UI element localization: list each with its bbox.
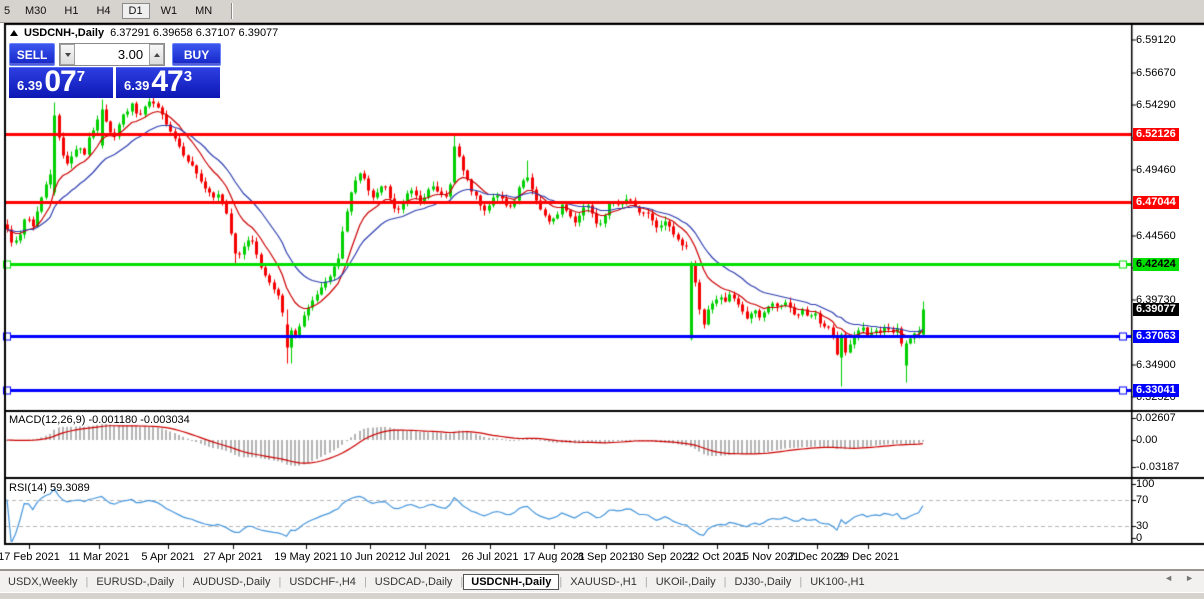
price-axis-label: 6.59120 [1136, 34, 1176, 46]
tab-separator: | [723, 575, 727, 588]
buy-price-display[interactable]: 6.39 47 3 [116, 67, 220, 98]
chart-tab-uk100-h1[interactable]: UK100-,H1 [810, 575, 865, 588]
rsi-indicator-label: RSI(14) 59.3089 [9, 482, 90, 494]
sell-price-pipette: 7 [76, 68, 86, 85]
date-axis-label: 27 Apr 2021 [203, 551, 263, 563]
price-axis-label: 6.34900 [1136, 359, 1176, 371]
date-axis-label: 22 Oct 2021 [687, 551, 747, 563]
timeframe-button-w1[interactable]: W1 [160, 5, 178, 17]
chart-tab-bar: USDX,Weekly | EURUSD-,Daily | AUDUSD-,Daily |… [0, 571, 1204, 592]
chart-tab-audusd-daily[interactable]: AUDUSD-,Daily [192, 575, 271, 588]
chart-symbol-header[interactable]: USDCNH-,Daily 6.37291 6.39658 6.37107 6.… [10, 27, 278, 39]
date-axis-label: 2 Jul 2021 [399, 551, 451, 563]
sell-price-prefix: 6.39 [17, 78, 43, 93]
timeframe-buttons: 5 M30 H1 H4 D1 W1 MN [0, 3, 221, 19]
tab-separator: | [181, 575, 185, 588]
hline-price-label: 6.47044 [1133, 195, 1179, 209]
triangle-down-icon [64, 52, 71, 57]
date-axis-label: 30 Sep 2021 [631, 551, 695, 563]
buy-price-pipette: 3 [183, 68, 193, 85]
date-axis-label: 26 Jul 2021 [461, 551, 519, 563]
timeframe-button-m30[interactable]: M30 [25, 5, 47, 17]
timeframe-button-h1[interactable]: H1 [64, 5, 79, 17]
symbol-name: USDCNH-,Daily [24, 27, 105, 39]
one-click-trading-panel: SELL BUY 6.39 07 7 6.39 47 3 [9, 43, 221, 98]
tab-scroll-left-button[interactable]: ◄ [1164, 573, 1174, 583]
tab-separator: | [460, 575, 464, 588]
date-axis-label: 7 Dec 2021 [788, 551, 846, 563]
date-axis-label: 8 Sep 2021 [577, 551, 635, 563]
rsi-axis-label: 30 [1136, 520, 1149, 532]
chart-tab-usdcnh-daily[interactable]: USDCNH-,Daily [463, 573, 560, 590]
volume-increase-button[interactable] [149, 44, 165, 65]
tab-scroll-arrows: ◄ ► [1164, 573, 1194, 583]
date-axis-label: 17 Aug 2021 [523, 551, 585, 563]
date-axis-label: 11 Mar 2021 [68, 551, 130, 563]
tab-separator: | [559, 575, 563, 588]
hline-price-label: 6.52126 [1133, 127, 1179, 141]
volume-stepper [59, 43, 166, 66]
timeframe-toolbar: 5 M30 H1 H4 D1 W1 MN [0, 0, 1204, 23]
price-axis-label: 6.49460 [1136, 164, 1176, 176]
tab-separator: | [799, 575, 803, 588]
tab-separator: | [363, 575, 367, 588]
triangle-up-icon [153, 52, 160, 57]
price-axis-label: 6.54290 [1136, 99, 1176, 111]
chart-tab-dj30-daily[interactable]: DJ30-,Daily [734, 575, 792, 588]
chart-tab-ukoil-daily[interactable]: UKOil-,Daily [655, 575, 716, 588]
collapse-panel-icon[interactable] [10, 30, 18, 36]
timeframe-button-mn[interactable]: MN [195, 5, 213, 17]
rsi-axis-label: 100 [1136, 478, 1155, 490]
date-axis-label: 10 Jun 2021 [339, 551, 401, 563]
date-axis-label: 19 May 2021 [274, 551, 338, 563]
chart-tab-usdchf-h4[interactable]: USDCHF-,H4 [289, 575, 356, 588]
tab-separator: | [278, 575, 282, 588]
timeframe-button-d1[interactable]: D1 [121, 3, 150, 19]
buy-price-prefix: 6.39 [124, 78, 150, 93]
status-bar [0, 592, 1204, 599]
sell-button[interactable]: SELL [9, 43, 56, 66]
toolbar-separator [231, 3, 234, 19]
chart-tab-eurusd-daily[interactable]: EURUSD-,Daily [96, 575, 174, 588]
buy-button[interactable]: BUY [172, 43, 221, 66]
date-axis-label: 29 Dec 2021 [836, 551, 900, 563]
macd-axis-label: -0.03187 [1136, 461, 1180, 473]
rsi-axis-label: 70 [1136, 494, 1149, 506]
tab-scroll-right-button[interactable]: ► [1185, 573, 1194, 583]
chart-tab-usdx-weekly[interactable]: USDX,Weekly [8, 575, 78, 588]
timeframe-button-5[interactable]: 5 [4, 5, 11, 17]
buy-price-main: 47 [151, 65, 183, 98]
price-axis-label: 6.44560 [1136, 230, 1176, 242]
volume-input[interactable] [75, 44, 150, 65]
timeframe-button-h4[interactable]: H4 [96, 5, 111, 17]
symbol-ohlc-values: 6.37291 6.39658 6.37107 6.39077 [110, 27, 279, 39]
hline-price-label: 6.33041 [1133, 383, 1179, 397]
tab-separator: | [85, 575, 89, 588]
sell-price-display[interactable]: 6.39 07 7 [9, 67, 113, 98]
date-axis-label: 15 Nov 2021 [736, 551, 800, 563]
sell-price-main: 07 [44, 65, 76, 98]
chart-tab-usdcad-daily[interactable]: USDCAD-,Daily [374, 575, 453, 588]
date-axis-label: 17 Feb 2021 [0, 551, 60, 563]
hline-price-label: 6.42424 [1133, 257, 1179, 271]
hline-price-label: 6.37063 [1133, 329, 1179, 343]
macd-axis-label: 0.02607 [1136, 412, 1176, 424]
current-price-label: 6.39077 [1133, 302, 1179, 316]
tab-separator: | [644, 575, 648, 588]
macd-indicator-label: MACD(12,26,9) -0.001180 -0.003034 [9, 414, 190, 426]
chart-tab-xauusd-h1[interactable]: XAUUSD-,H1 [570, 575, 637, 588]
volume-decrease-button[interactable] [60, 44, 76, 65]
date-axis-label: 5 Apr 2021 [141, 551, 195, 563]
macd-axis-label: 0.00 [1136, 434, 1158, 446]
rsi-axis-label: 0 [1136, 532, 1143, 544]
price-axis-label: 6.56670 [1136, 67, 1176, 79]
